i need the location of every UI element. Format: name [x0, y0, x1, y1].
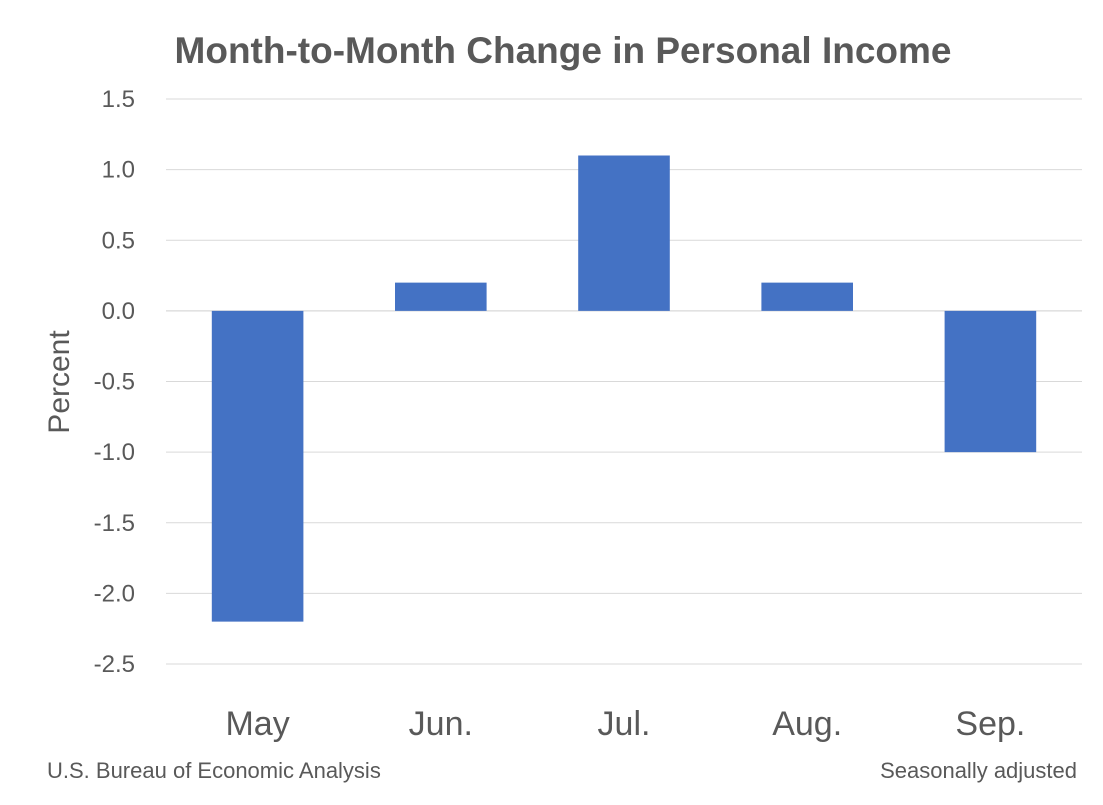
chart-title: Month-to-Month Change in Personal Income [175, 30, 952, 71]
bar-jun [395, 282, 487, 311]
x-tick-label: Jun. [409, 705, 473, 743]
y-tick-label: -2.5 [94, 651, 135, 678]
x-tick-label: May [225, 705, 289, 743]
y-tick-labels: 1.5 1.0 0.5 0.0 -0.5 -1.0 -1.5 -2.0 -2.5 [94, 86, 135, 678]
y-tick-label: -1.5 [94, 510, 135, 537]
gridlines [166, 98, 1082, 665]
x-tick-label: Jul. [598, 705, 651, 743]
bar-sep [944, 310, 1037, 453]
y-axis-label: Percent [43, 330, 76, 434]
y-tick-label: -1.0 [94, 439, 135, 466]
x-tick-label: Sep. [955, 705, 1025, 743]
y-tick-label: 1.0 [102, 157, 135, 184]
x-tick-labels: May Jun. Jul. Aug. Sep. [225, 705, 1025, 743]
bar-aug [761, 282, 853, 311]
bar-jul [578, 155, 670, 311]
bar-may [211, 310, 304, 622]
y-tick-label: -2.0 [94, 580, 135, 607]
x-tick-label: Aug. [772, 705, 842, 743]
y-tick-label: 0.5 [102, 227, 135, 254]
y-tick-label: -0.5 [94, 369, 135, 396]
source-note: U.S. Bureau of Economic Analysis [47, 758, 381, 783]
y-tick-label: 0.0 [102, 298, 135, 325]
y-tick-label: 1.5 [102, 86, 135, 113]
bars [211, 155, 1037, 622]
seasonal-note: Seasonally adjusted [880, 758, 1077, 783]
